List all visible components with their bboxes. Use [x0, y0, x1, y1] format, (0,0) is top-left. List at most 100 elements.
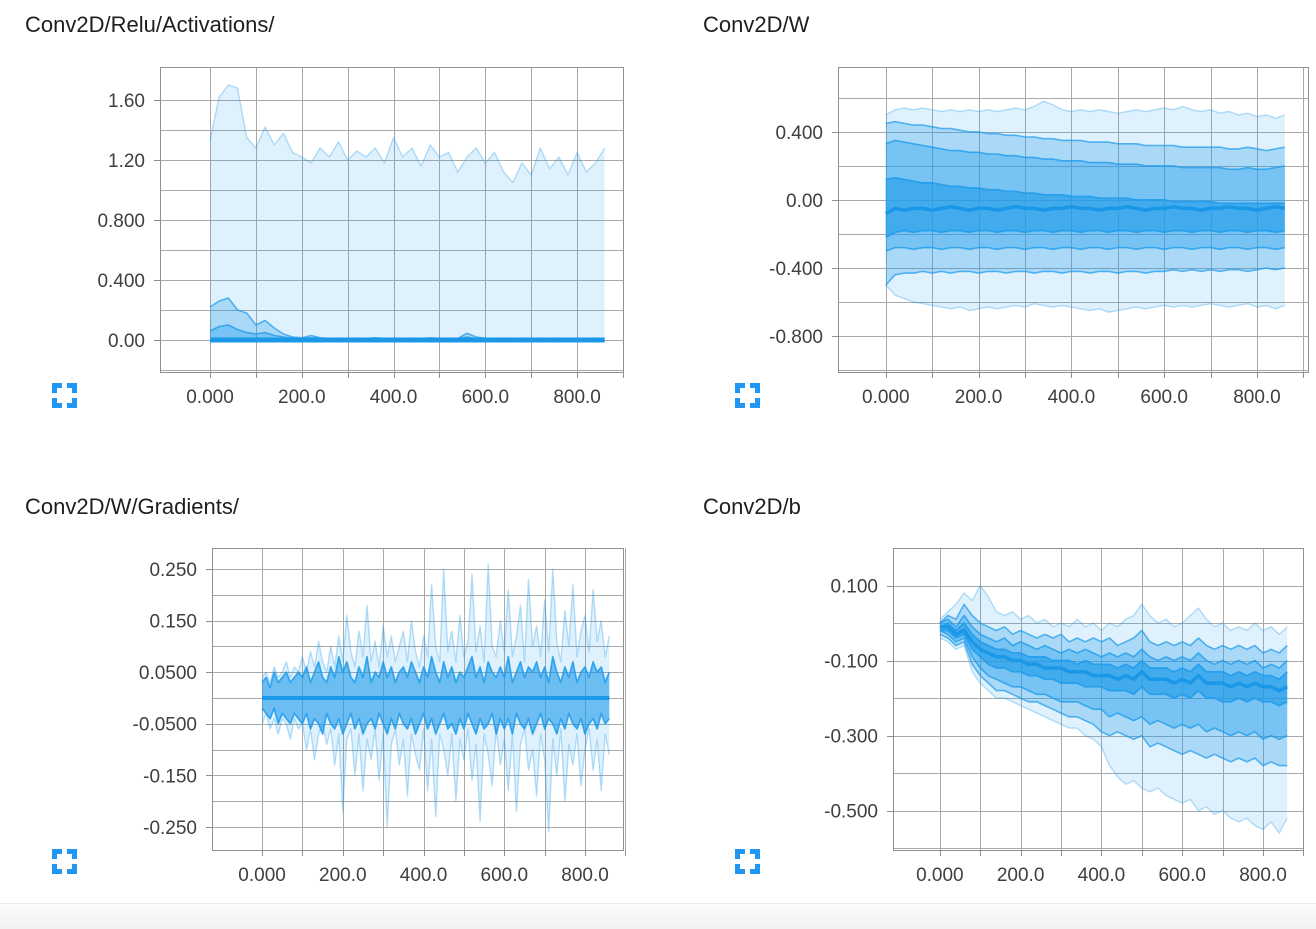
- expand-corner: [67, 849, 77, 859]
- band-min-max: [210, 85, 605, 340]
- chart-title: Conv2D/W/Gradients/: [25, 494, 239, 519]
- band-edge-p16-p84: [939, 614, 1288, 669]
- fullscreen-expand-icon[interactable]: [735, 849, 760, 874]
- x-tick-label: 400.0: [1048, 387, 1096, 408]
- y-tick-label: -0.0500: [133, 715, 197, 736]
- y-tick-label: 0.800: [97, 211, 145, 232]
- y-tick-label: 0.250: [149, 560, 197, 581]
- y-tick-label: -0.150: [143, 766, 197, 787]
- x-tick-label: 200.0: [997, 865, 1045, 886]
- y-tick-label: -0.100: [824, 652, 878, 673]
- expand-corner: [750, 383, 760, 393]
- x-tick-label: 0.000: [862, 387, 910, 408]
- plot-border: [212, 548, 624, 851]
- x-tick-label: 400.0: [400, 865, 448, 886]
- fullscreen-expand-icon[interactable]: [735, 383, 760, 408]
- x-tick-label: 0.000: [186, 387, 234, 408]
- expand-corner: [67, 864, 77, 874]
- band-edge-p7-p93: [885, 120, 1285, 152]
- x-tick-label: 800.0: [553, 387, 601, 408]
- activations-distribution-chart[interactable]: 0.000 200.0 400.0 600.0 800.0 1.60 1.20 0.800 0.…: [0, 0, 658, 464]
- chart-title: Conv2D/W: [703, 12, 810, 37]
- expand-corner: [52, 383, 62, 393]
- band-edge-p31-p69: [885, 176, 1285, 205]
- band-edge-p31-p69: [885, 229, 1285, 239]
- band-edge-p7-p93: [885, 267, 1285, 286]
- band-edge-min-max: [209, 84, 606, 184]
- panel-activations: Conv2D/Relu/Activations/ 0.000 200.0 400.0…: [0, 0, 658, 464]
- fullscreen-expand-icon[interactable]: [52, 849, 77, 874]
- plot-border: [160, 67, 624, 373]
- w-distribution-chart[interactable]: 0.000 200.0 400.0 600.0 800.0 0.400 0.00 -0.400…: [658, 0, 1316, 464]
- plot-border: [893, 548, 1304, 851]
- expand-corner: [67, 398, 77, 408]
- y-tick-label: -0.300: [824, 727, 878, 748]
- y-tick-label: 0.400: [97, 271, 145, 292]
- x-tick-label: 400.0: [370, 387, 418, 408]
- expand-corner: [735, 383, 745, 393]
- gradients-distribution-chart[interactable]: 0.000 200.0 400.0 600.0 800.0 0.250 0.150 0.050…: [0, 464, 658, 928]
- expand-corner: [735, 398, 745, 408]
- expand-corner: [52, 398, 62, 408]
- fullscreen-expand-icon[interactable]: [52, 383, 77, 408]
- y-tick-label: -0.250: [143, 818, 197, 839]
- band-edge-outer-envelope: [261, 563, 610, 684]
- y-tick-label: 0.100: [830, 577, 878, 598]
- expand-corner: [735, 849, 745, 859]
- y-tick-label: 0.400: [775, 123, 823, 144]
- x-tick-label: 0.000: [238, 865, 286, 886]
- band-edge-inner-envelope: [261, 655, 611, 689]
- y-tick-label: 1.60: [108, 91, 145, 112]
- chart-title: Conv2D/b: [703, 494, 801, 519]
- panel-w: Conv2D/W 0.000 200.0 400.0 600.0 800.0 0.400 0…: [658, 0, 1316, 464]
- y-tick-label: 0.150: [149, 612, 197, 633]
- panel-gradients: Conv2D/W/Gradients/ 0.000 200.0 400.0 600.0…: [0, 464, 658, 928]
- x-tick-label: 200.0: [319, 865, 367, 886]
- x-tick-label: 200.0: [278, 387, 326, 408]
- expand-corner: [750, 849, 760, 859]
- x-tick-label: 800.0: [1233, 387, 1281, 408]
- y-tick-label: 0.00: [108, 331, 145, 352]
- band-p31-p69: [939, 623, 1288, 706]
- band-edge-min-max: [885, 100, 1286, 119]
- y-tick-label: -0.500: [824, 802, 878, 823]
- band-edge-p7-p93: [939, 633, 1288, 767]
- x-tick-label: 800.0: [1239, 865, 1287, 886]
- band-edge-p31-p69: [939, 622, 1288, 681]
- x-tick-label: 600.0: [1158, 865, 1206, 886]
- median-line: [884, 204, 1286, 216]
- expand-corner: [750, 864, 760, 874]
- band-edge-outer-envelope: [261, 712, 610, 833]
- band-edge-min-max: [885, 284, 1286, 313]
- y-tick-label: -0.400: [769, 259, 823, 280]
- band-min-max: [939, 585, 1288, 834]
- y-tick-label: 1.20: [108, 151, 145, 172]
- x-tick-label: 400.0: [1078, 865, 1126, 886]
- panel-b: Conv2D/b 0.000 200.0 400.0 600.0 800.0 0.100 -…: [658, 464, 1316, 928]
- x-tick-label: 600.0: [1140, 387, 1188, 408]
- band-edge-p31-p69: [939, 629, 1288, 707]
- band-edge-p16-p84: [885, 246, 1285, 252]
- x-tick-label: 600.0: [481, 865, 529, 886]
- band-edge-p16-p84: [939, 629, 1288, 741]
- band-edge-p7-p93: [939, 603, 1288, 654]
- expand-corner: [750, 398, 760, 408]
- b-distribution-chart[interactable]: 0.000 200.0 400.0 600.0 800.0 0.100 -0.100 -0.3…: [658, 464, 1316, 928]
- expand-corner: [52, 849, 62, 859]
- y-tick-label: 0.0500: [139, 663, 197, 684]
- band-edge-p16-p84: [885, 139, 1285, 171]
- plot-border: [838, 67, 1309, 373]
- band-edge-min-max: [939, 584, 1288, 635]
- expand-corner: [735, 864, 745, 874]
- band-p93: [210, 298, 605, 340]
- x-tick-label: 0.000: [916, 865, 964, 886]
- y-tick-label: -0.800: [769, 327, 823, 348]
- band-edge-inner-envelope: [261, 707, 610, 735]
- expand-corner: [52, 864, 62, 874]
- band-edge-min-max: [939, 637, 1288, 834]
- page-bottom-edge: [0, 903, 1316, 929]
- band-inner-envelope: [262, 656, 610, 734]
- expand-corner: [67, 383, 77, 393]
- chart-title: Conv2D/Relu/Activations/: [25, 12, 275, 37]
- x-tick-label: 800.0: [561, 865, 609, 886]
